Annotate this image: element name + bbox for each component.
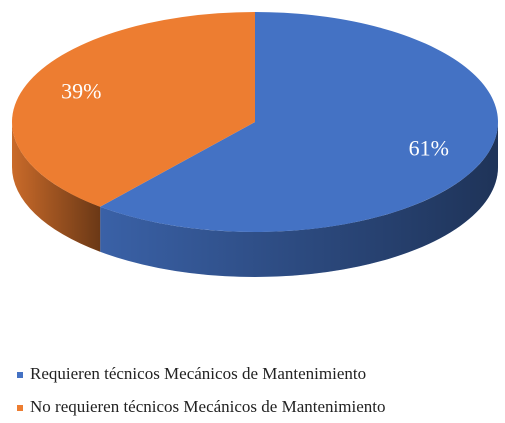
legend-label: No requieren técnicos Mecánicos de Mante… [30, 397, 385, 416]
legend-swatch [17, 372, 23, 378]
value-label: 39% [61, 79, 101, 104]
value-labels: 61% 39% [61, 79, 449, 161]
legend: Requieren técnicos Mecánicos de Mantenim… [17, 364, 385, 416]
legend-swatch [17, 405, 23, 411]
pie-side-shade [12, 122, 101, 252]
value-label: 61% [409, 135, 449, 160]
pie-slice [100, 12, 499, 232]
pie-top [11, 12, 499, 232]
pie-side-shade [100, 122, 499, 277]
pie-sides [12, 122, 499, 277]
pie-slice [11, 12, 256, 207]
legend-label: Requieren técnicos Mecánicos de Mantenim… [30, 364, 366, 383]
